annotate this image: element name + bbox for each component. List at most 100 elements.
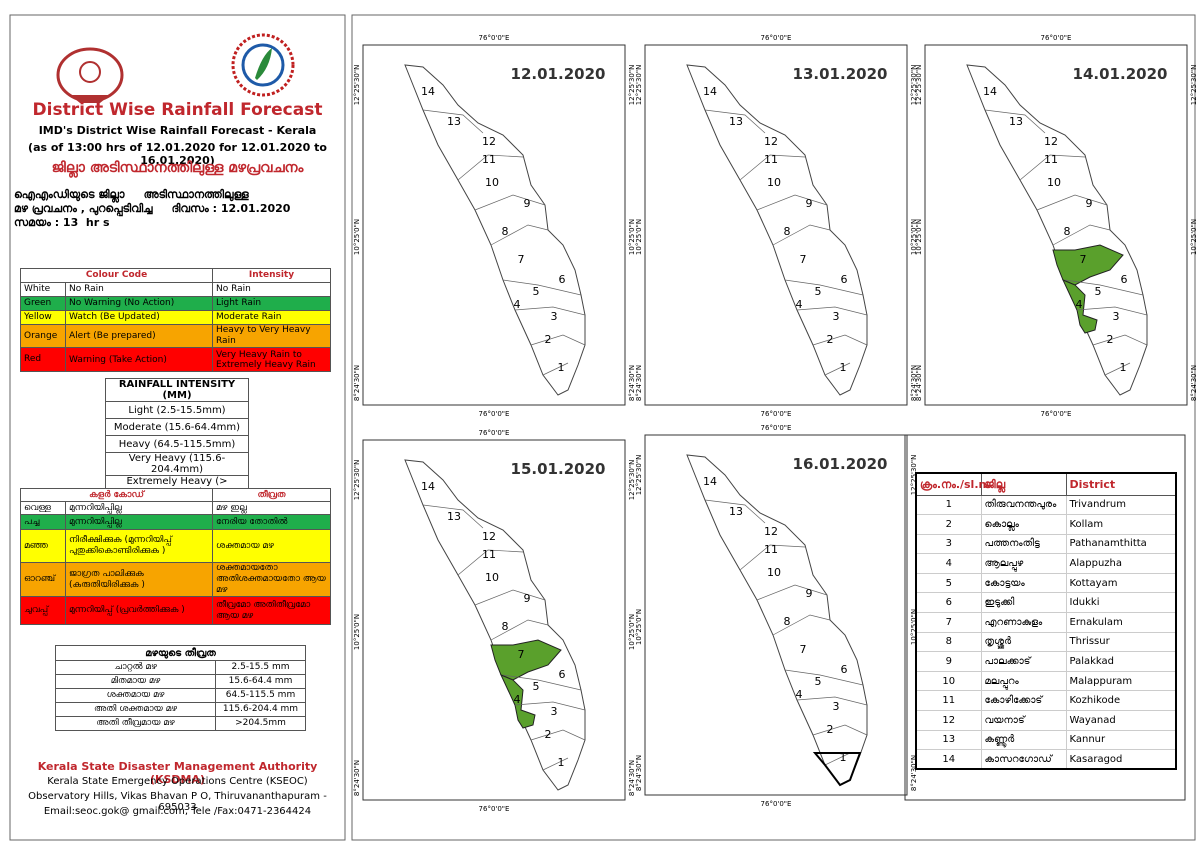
district-border [457, 549, 524, 576]
table-cell: ശക്തമായ മഴ [55, 688, 216, 703]
highlighted-district [500, 674, 536, 729]
table-cell: No Warning (No Action) [65, 296, 213, 311]
district-number: 8 [784, 615, 791, 628]
district-number: 4 [796, 298, 803, 311]
district-number: 1 [1120, 361, 1127, 374]
table-cell: Alappuzha [1065, 553, 1177, 574]
district-number: 1 [840, 751, 847, 764]
district-number: 2 [545, 333, 552, 346]
district-border [739, 154, 806, 181]
table-cell: കോഴിക്കോട് [980, 690, 1067, 712]
district-number: 2 [827, 333, 834, 346]
table-cell: 7 [915, 612, 982, 633]
lat-label: 8°24'30"N [628, 760, 636, 796]
table-cell: മിതമായ മഴ [55, 674, 216, 689]
intensity-row: Moderate (15.6-64.4mm) [105, 418, 249, 436]
highlighted-district [490, 639, 562, 681]
district-row: 8 തൃശ്ശൂർ Thrissur [915, 631, 1177, 653]
lon-label: 76°0'0"E [1041, 410, 1072, 418]
lat-label: 10°25'0"N [628, 614, 636, 650]
info-ml: ഐഎംഡിയുടെ ജില്ലാ അടിസ്ഥാനത്തിലുള്ള [14, 188, 249, 201]
map-date: 12.01.2020 [511, 65, 606, 83]
table-cell: മഴയുടെ തീവ്രത [55, 645, 306, 661]
district-border [474, 589, 546, 606]
footer-org: Kerala State Disaster Management Authori… [37, 760, 318, 786]
table-cell: Red [20, 347, 66, 372]
table-cell: അതി ശക്തമായ മഴ [55, 702, 216, 717]
district-number: 13 [1009, 115, 1023, 128]
lat-label: 12°25'30"N [910, 65, 918, 106]
district-number: 7 [1080, 253, 1087, 266]
table-cell: കണ്ണൂർ [980, 729, 1067, 751]
district-number: 1 [558, 361, 565, 374]
intensity-row-ml: അതി തീവ്രമായ മഴ >204.5mm [55, 716, 306, 731]
table-cell: അതി തീവ്രമായ മഴ [55, 716, 216, 731]
district-number: 2 [827, 723, 834, 736]
table-cell: പച്ച [20, 514, 66, 530]
district-number: 11 [482, 153, 496, 166]
table-cell: തിരുവനന്തപുരം [980, 494, 1067, 516]
district-border [1036, 194, 1108, 211]
intensity-row: Very Heavy (115.6-204.4mm) [105, 452, 249, 476]
district-number: 8 [784, 225, 791, 238]
header-row: ക്രം.നം./sl.n. ജില്ല District [915, 472, 1177, 496]
lat-label: 12°25'30"N [1190, 65, 1198, 106]
district-number: 6 [841, 273, 848, 286]
district-number: 8 [502, 620, 509, 633]
title: District Wise Rainfall Forecast [32, 100, 323, 120]
table-cell: >204.5mm [215, 716, 306, 731]
district-number: 12 [1044, 135, 1058, 148]
colour-row: Orange Alert (Be prepared) Heavy to Very H… [20, 324, 331, 348]
lat-label: 10°25'0"N [353, 219, 361, 255]
lon-label: 76°0'0"E [1041, 34, 1072, 42]
district-number: 5 [533, 680, 540, 693]
table-cell: 2.5-15.5 mm [215, 660, 306, 675]
table-cell: No Rain [212, 282, 331, 297]
map: 123456789101112131415.01.202076°0'0"E76°… [353, 429, 636, 813]
table-cell: കളർ കോഡ് [20, 488, 213, 502]
table-cell: 115.6-204.4 mm [215, 702, 306, 717]
title-ml: ജില്ലാ അടിസ്ഥാനത്തിലുള്ള മഴപ്രവചനം [51, 160, 304, 176]
map-date: 15.01.2020 [511, 460, 606, 478]
lat-label: 10°25'0"N [628, 219, 636, 255]
colour-row-ml: ഓറഞ്ച് ജാഗ്രത പാലിക്കുക (കരുതിയിരിക്കുക )… [20, 562, 331, 597]
lon-label: 76°0'0"E [761, 34, 792, 42]
district-number: 13 [729, 505, 743, 518]
district-border [784, 279, 864, 296]
district-border [502, 279, 582, 296]
table-cell: RAINFALL INTENSITY (MM) [105, 378, 249, 402]
district-number: 14 [703, 475, 717, 488]
table-cell: Malappuram [1065, 670, 1177, 692]
table-cell: വെള്ള [20, 501, 66, 515]
district-border [1092, 334, 1148, 346]
district-number: 10 [767, 566, 781, 579]
table-cell: White [20, 282, 66, 297]
table-cell: Kollam [1065, 514, 1177, 535]
footer-line: Kerala State Emergency Operations Centre… [47, 776, 308, 787]
lat-label: 12°25'30"N [635, 455, 643, 496]
colour-row-ml: വെള്ള മുന്നറിയിപ്പില്ല മഴ ഇല്ല [20, 501, 331, 515]
district-row: 10 മലപ്പുറം Malappuram [915, 670, 1177, 692]
district-number: 5 [815, 285, 822, 298]
colour-row: Red Warning (Take Action) Very Heavy Rain … [20, 347, 331, 372]
district-number: 3 [1113, 310, 1120, 323]
table-cell: മുന്നറിയിപ്പില്ല [65, 514, 213, 530]
lat-label: 10°25'0"N [915, 219, 923, 255]
table-cell: Green [20, 296, 66, 311]
rainfall-intensity-table: RAINFALL INTENSITY (MM) Light (2.5-15.5mm… [105, 378, 249, 499]
district-number: 4 [514, 298, 521, 311]
header-row: Colour Code Intensity [20, 268, 331, 283]
table-cell: Very Heavy Rain to Extremely Heavy Rain [212, 347, 331, 372]
table-cell: 15.6-64.4 mm [215, 674, 306, 689]
lat-label: 10°25'0"N [910, 219, 918, 255]
district-number: 4 [796, 688, 803, 701]
district-border [530, 729, 586, 741]
district-number: 13 [447, 510, 461, 523]
district-number: 9 [806, 197, 813, 210]
table-cell: Alert (Be prepared) [65, 324, 213, 348]
colour-row: White No Rain No Rain [20, 282, 331, 297]
table-cell: Light Rain [212, 296, 331, 311]
issued: (as of 13:00 hrs of 12.01.2020 for 12.01… [28, 141, 327, 167]
lon-label: 76°0'0"E [761, 424, 792, 432]
